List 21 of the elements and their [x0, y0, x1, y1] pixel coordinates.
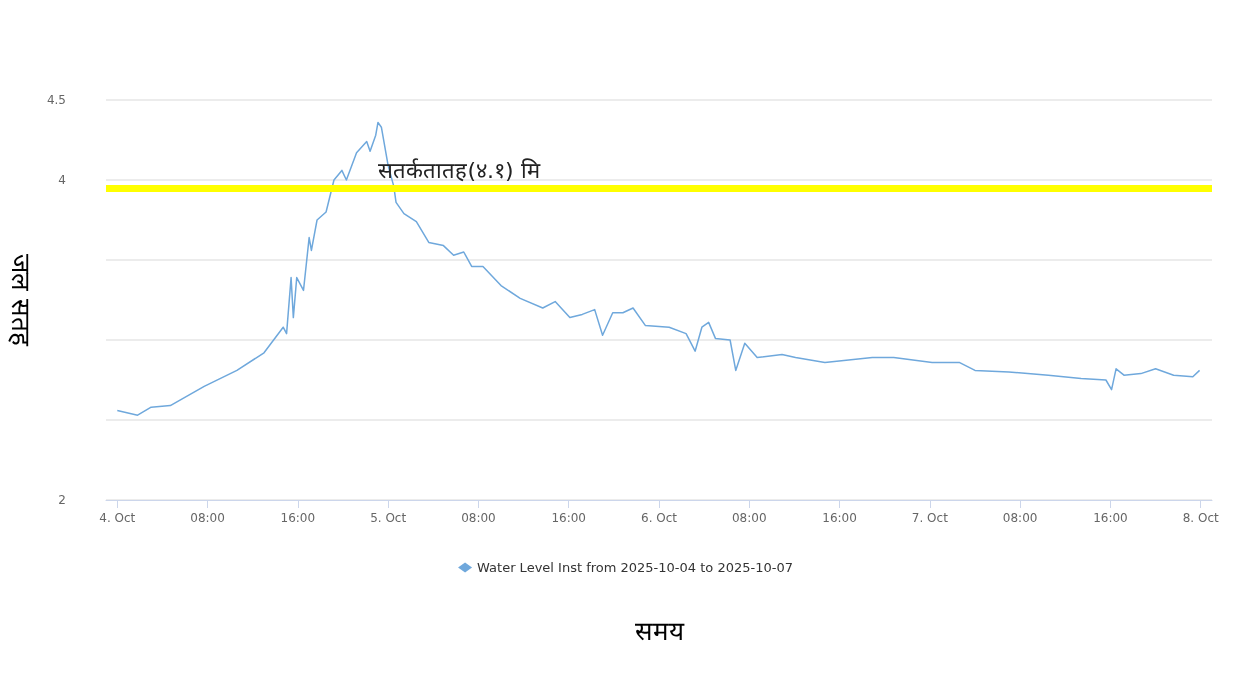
x-tick-label: 16:00	[1093, 511, 1128, 525]
ref-line-label: सतर्कतातह(४.१) मि	[378, 157, 541, 183]
x-tick-label: 16:00	[280, 511, 316, 525]
y-tick-label: 4	[58, 173, 66, 187]
x-tick-label: 08:00	[1002, 511, 1038, 525]
x-tick-label: 08:00	[461, 511, 496, 525]
x-tick-label: 08:00	[190, 511, 225, 525]
x-tick-label: 16:00	[551, 511, 587, 525]
line-series	[116, 121, 1201, 416]
x-tick-label: 6. Oct	[640, 511, 678, 525]
y-tick-label: 4.5	[46, 93, 66, 107]
legend-label: Water Level Inst from 2025-10-04 to 2025-10-07	[477, 560, 793, 575]
x-tick-label: 16:00	[822, 511, 857, 525]
y-tick-label: 2	[58, 493, 66, 507]
x-tick-label: 4. Oct	[99, 511, 136, 525]
x-tick-label: 7. Oct	[911, 511, 949, 525]
x-tick-label: 8. Oct	[1182, 511, 1220, 525]
x-tick-label: 08:00	[731, 511, 767, 525]
y-axis-title: जल सतह	[6, 253, 36, 348]
x-axis-title: समय	[634, 616, 685, 646]
x-tick-label: 5. Oct	[370, 511, 407, 525]
